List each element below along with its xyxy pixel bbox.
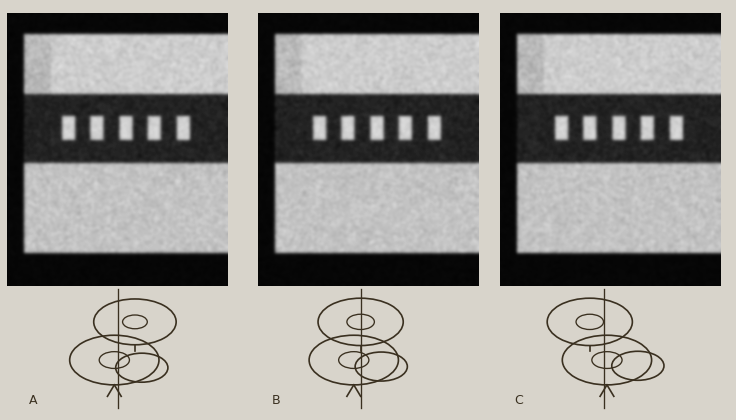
Text: A: A (29, 394, 37, 407)
Text: C: C (514, 394, 523, 407)
Text: B: B (272, 394, 280, 407)
